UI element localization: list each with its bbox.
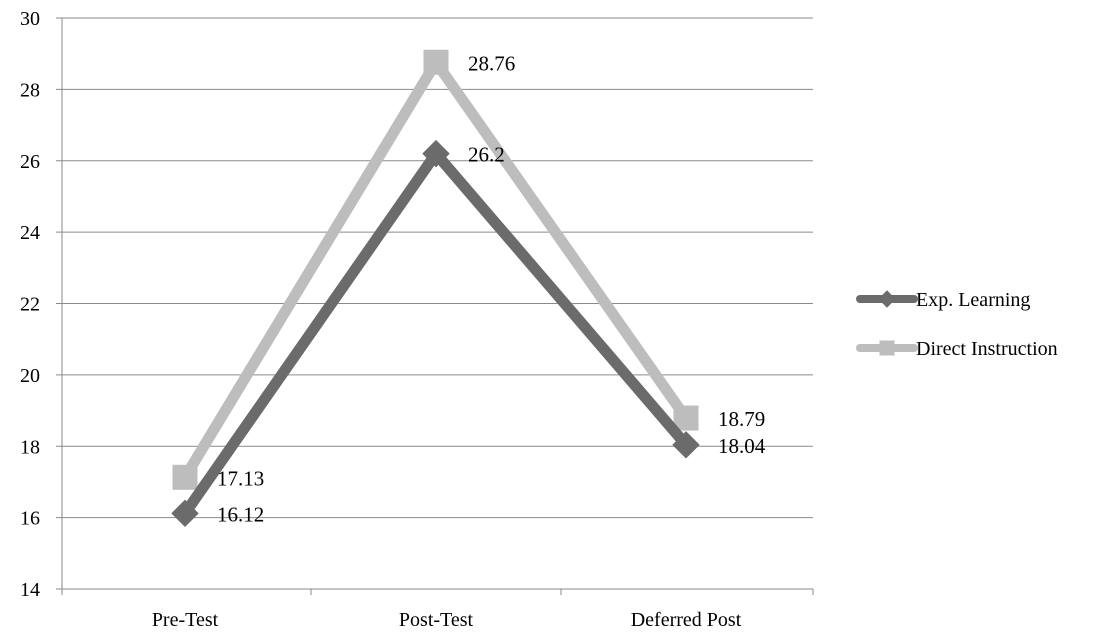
y-tick-label: 14 — [20, 579, 40, 601]
legend: Exp. Learning Direct Instruction — [856, 289, 1058, 360]
y-tick-label: 16 — [20, 508, 40, 530]
exp-learning-point — [171, 499, 199, 528]
exp-learning-point — [422, 139, 450, 168]
x-axis-ticks: Pre-Test Post-Test Deferred Post — [61, 589, 814, 631]
y-tick-label: 30 — [20, 8, 40, 30]
legend-item-exp-learning-marker — [878, 290, 896, 308]
y-tick-label: 24 — [20, 222, 40, 244]
exp-learning-point — [672, 431, 700, 459]
legend-item-exp-learning-label: Exp. Learning — [916, 289, 1030, 311]
data-label: 16.12 — [217, 502, 264, 526]
gridlines — [62, 17, 813, 519]
y-tick-label: 26 — [20, 151, 40, 173]
data-labels: 16.12 26.2 18.04 17.13 28.76 18.79 — [217, 51, 766, 526]
x-tick-label: Post-Test — [399, 609, 474, 631]
legend-item-direct-instruction-label: Direct Instruction — [916, 338, 1058, 360]
data-label: 18.79 — [718, 407, 765, 431]
y-tick-label: 22 — [20, 294, 40, 316]
y-tick-label: 18 — [20, 436, 40, 458]
data-label: 26.2 — [468, 143, 505, 167]
x-tick-label: Pre-Test — [152, 609, 219, 631]
series-line-exp-learning — [179, 144, 692, 519]
direct-instruction-point — [673, 405, 699, 431]
series-layer — [171, 49, 700, 528]
direct-instruction-point — [172, 464, 198, 490]
legend-item-direct-instruction-marker — [879, 340, 895, 356]
data-label: 17.13 — [217, 466, 264, 490]
y-tick-label: 28 — [20, 79, 40, 101]
x-tick-label: Deferred Post — [631, 609, 742, 631]
direct-instruction-point — [423, 49, 449, 75]
y-tick-label: 20 — [20, 365, 40, 387]
y-axis-ticks: 14 16 18 20 22 24 26 28 30 — [20, 8, 62, 601]
data-label: 18.04 — [718, 434, 766, 458]
data-label: 28.76 — [468, 51, 515, 75]
